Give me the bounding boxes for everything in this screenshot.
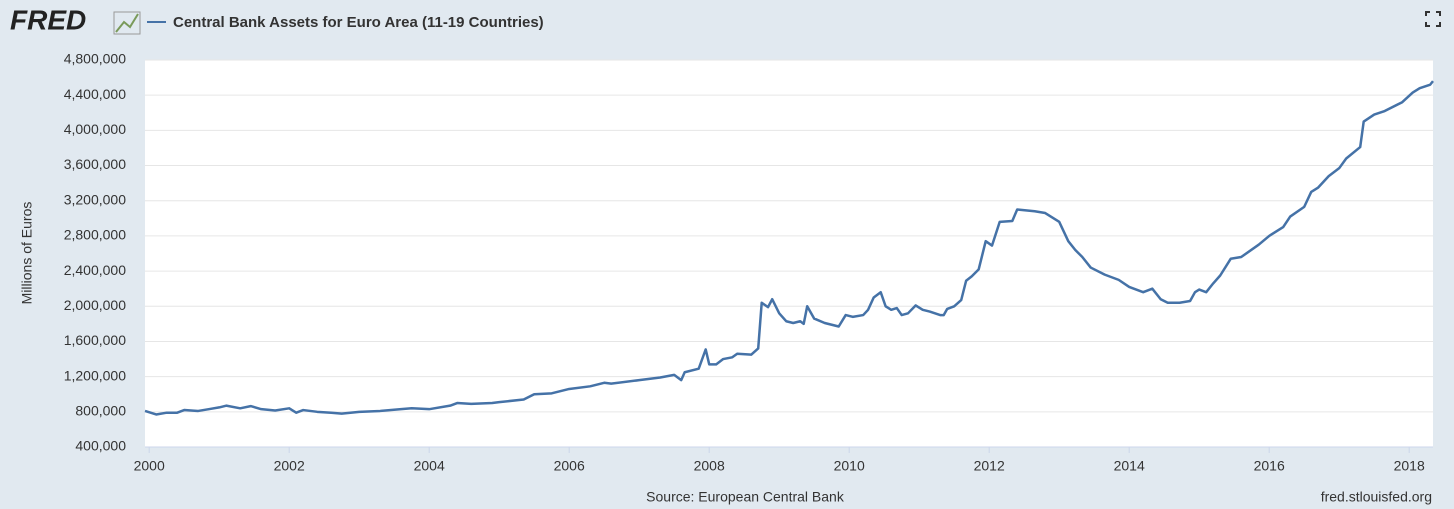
- y-tick-label: 3,200,000: [64, 191, 126, 207]
- x-tick-label: 2012: [974, 458, 1005, 474]
- y-tick-label: 3,600,000: [64, 156, 126, 172]
- x-tick-label: 2002: [274, 458, 305, 474]
- line-series: [144, 80, 1434, 416]
- y-tick-label: 2,800,000: [64, 227, 126, 243]
- x-tick-label: 2004: [414, 458, 445, 474]
- x-tick-label: 2006: [554, 458, 585, 474]
- y-tick-label: 1,200,000: [64, 367, 126, 383]
- x-tick-label: 2008: [694, 458, 725, 474]
- y-tick-label: 400,000: [75, 438, 126, 454]
- y-tick-label: 2,000,000: [64, 297, 126, 313]
- x-tick-label: 2018: [1394, 458, 1425, 474]
- plot-area: [145, 60, 1433, 447]
- y-tick-label: 4,400,000: [64, 86, 126, 102]
- logo: FRED: [10, 4, 86, 35]
- site: fred.stlouisfed.org: [1321, 489, 1432, 505]
- x-tick-label: 2014: [1114, 458, 1145, 474]
- logo-frame: [113, 11, 141, 35]
- x-tick-label: 2010: [834, 458, 865, 474]
- legend-label: Central Bank Assets for Euro Area (11-19…: [173, 14, 544, 31]
- x-tick-label: 2016: [1254, 458, 1285, 474]
- logo-icon: [115, 13, 139, 33]
- y-tick-label: 1,600,000: [64, 332, 126, 348]
- y-tick-label: 2,400,000: [64, 262, 126, 278]
- y-tick-label: 4,800,000: [64, 51, 126, 67]
- fullscreen-icon[interactable]: [1425, 11, 1441, 27]
- x-tick-label: 2000: [134, 458, 165, 474]
- y-tick-label: 4,000,000: [64, 121, 126, 137]
- y-tick-label: 800,000: [75, 403, 126, 419]
- y-axis-label: Millions of Euros: [19, 202, 35, 305]
- source: Source: European Central Bank: [646, 489, 845, 505]
